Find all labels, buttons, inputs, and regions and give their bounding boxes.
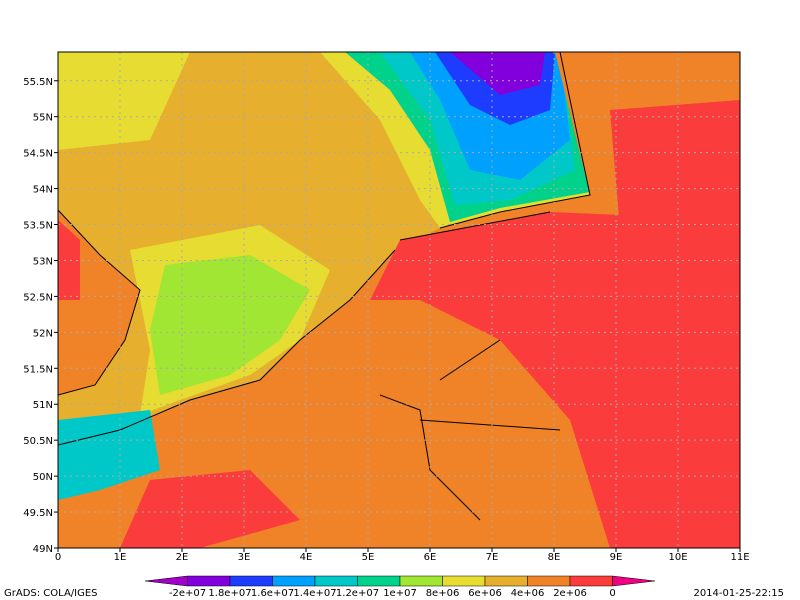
y-tick-label: 50N	[33, 472, 53, 483]
colorbar-swatch	[314, 575, 358, 587]
y-tick-label: 51N	[33, 400, 53, 411]
x-tick-label: 2E	[176, 552, 189, 563]
colorbar-label: 6e+06	[468, 588, 502, 599]
x-tick-label: 7E	[486, 552, 499, 563]
y-tick-label: 55.5N	[23, 77, 53, 88]
y-tick-label: 54.5N	[23, 149, 53, 160]
credit: GrADS: COLA/IGES	[4, 588, 98, 599]
colorbar-label: 2e+06	[553, 588, 587, 599]
colorbar-label: 8e+06	[426, 588, 460, 599]
colorbar-swatch	[442, 575, 486, 587]
y-tick-label: 50.5N	[23, 436, 53, 447]
y-tick-label: 54N	[33, 185, 53, 196]
colorbar-label: 0	[609, 588, 615, 599]
timestamp: 2014-01-25-22:15	[693, 588, 784, 599]
colorbar-label: 1.8e+07	[208, 588, 251, 599]
x-tick-label: 5E	[362, 552, 375, 563]
colorbar-swatch	[569, 575, 613, 587]
x-tick-label: 11E	[730, 552, 749, 563]
colorbar-label: 1e+07	[383, 588, 417, 599]
colorbar-label: 1.2e+07	[336, 588, 379, 599]
y-tick-label: 49N	[33, 544, 53, 555]
x-tick-label: 9E	[610, 552, 623, 563]
x-tick-label: 4E	[300, 552, 313, 563]
x-tick-label: 8E	[548, 552, 561, 563]
colorbar-label: 1.4e+07	[293, 588, 336, 599]
x-tick-label: 6E	[424, 552, 437, 563]
colorbar-label: 1.6e+07	[251, 588, 294, 599]
colorbar-swatch	[187, 575, 231, 587]
colorbar-label: 4e+06	[511, 588, 545, 599]
y-tick-label: 52.5N	[23, 292, 53, 303]
colorbar-swatch	[484, 575, 528, 587]
colorbar-label: -2e+07	[169, 588, 206, 599]
colorbar-swatch	[229, 575, 273, 587]
y-tick-label: 49.5N	[23, 508, 53, 519]
x-tick-label: 3E	[238, 552, 251, 563]
colorbar-swatch	[612, 575, 656, 587]
colorbar-swatch	[357, 575, 401, 587]
plot-frame	[57, 51, 741, 549]
field	[58, 52, 740, 548]
x-tick-label: 1E	[114, 552, 127, 563]
colorbar-swatch	[399, 575, 443, 587]
x-tick-label: 0	[55, 552, 61, 563]
colorbar: -2e+07 1.8e+07 1.6e+07 1.4e+07 1.2e+07 1e+07 8…	[144, 575, 656, 599]
y-tick-label: 55N	[33, 113, 53, 124]
colorbar-swatch	[527, 575, 571, 587]
y-tick-label: 51.5N	[23, 364, 53, 375]
y-tick-label: 53.5N	[23, 221, 53, 232]
x-tick-label: 10E	[668, 552, 687, 563]
y-tick-label: 53N	[33, 256, 53, 267]
colorbar-swatch	[272, 575, 316, 587]
y-tick-label: 52N	[33, 328, 53, 339]
axes: 0 1E 2E 3E 4E 5E 6E 7E 8E 9E 10E 11E 49N 49.5N 50N 50.5…	[23, 77, 749, 563]
colorbar-swatch	[144, 575, 188, 587]
